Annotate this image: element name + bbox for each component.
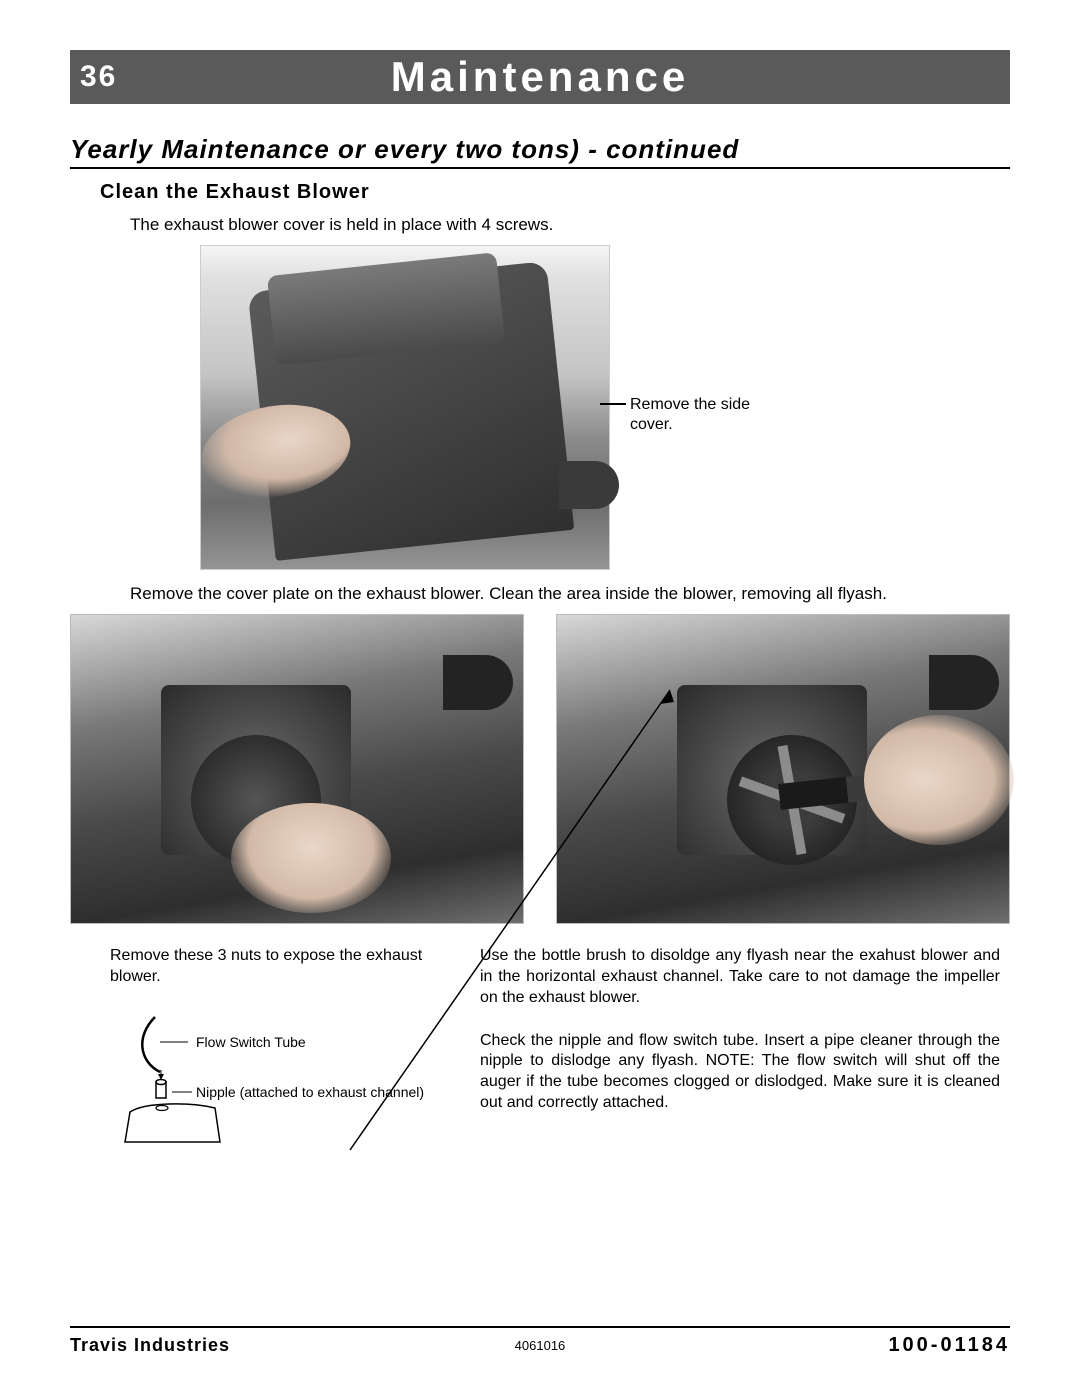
left-column: Remove these 3 nuts to expose the exhaus… [110, 946, 450, 1162]
flow-switch-label: Flow Switch Tube [196, 1034, 306, 1050]
section-subtitle: Clean the Exhaust Blower [100, 181, 1010, 204]
lower-block: Remove these 3 nuts to expose the exhaus… [70, 946, 1010, 1206]
section-title: Yearly Maintenance or every two tons) - … [70, 134, 1010, 169]
page-footer: Travis Industries 4061016 100-01184 [70, 1326, 1010, 1357]
nipple-label: Nipple (attached to exhaust channel) [196, 1084, 424, 1100]
right-column: Use the bottle brush to disoldge any fly… [480, 946, 1000, 1136]
page-container: 36 Maintenance Yearly Maintenance or eve… [70, 50, 1010, 1357]
callout-remove-side-cover: Remove the side cover. [630, 395, 790, 435]
footer-part-number: 100-01184 [697, 1334, 1010, 1357]
brush-text: Use the bottle brush to disoldge any fly… [480, 946, 1000, 1008]
figure-top: Remove the side cover. [200, 245, 760, 570]
nuts-text: Remove these 3 nuts to expose the exhaus… [110, 946, 450, 988]
figure-row [70, 614, 1010, 924]
intro-text: The exhaust blower cover is held in plac… [130, 214, 1010, 235]
header-bar: 36 Maintenance [70, 50, 1010, 104]
footer-company: Travis Industries [70, 1335, 383, 1356]
figure-left [70, 614, 524, 924]
header-title: Maintenance [80, 53, 1000, 101]
stove-photo-placeholder [200, 245, 610, 570]
nipple-diagram: Flow Switch Tube Nipple (attached to exh… [110, 1012, 450, 1162]
mid-text: Remove the cover plate on the exhaust bl… [130, 584, 1010, 604]
nipple-text: Check the nipple and flow switch tube. I… [480, 1031, 1000, 1114]
figure-right [556, 614, 1010, 924]
footer-doc-number: 4061016 [383, 1338, 696, 1353]
